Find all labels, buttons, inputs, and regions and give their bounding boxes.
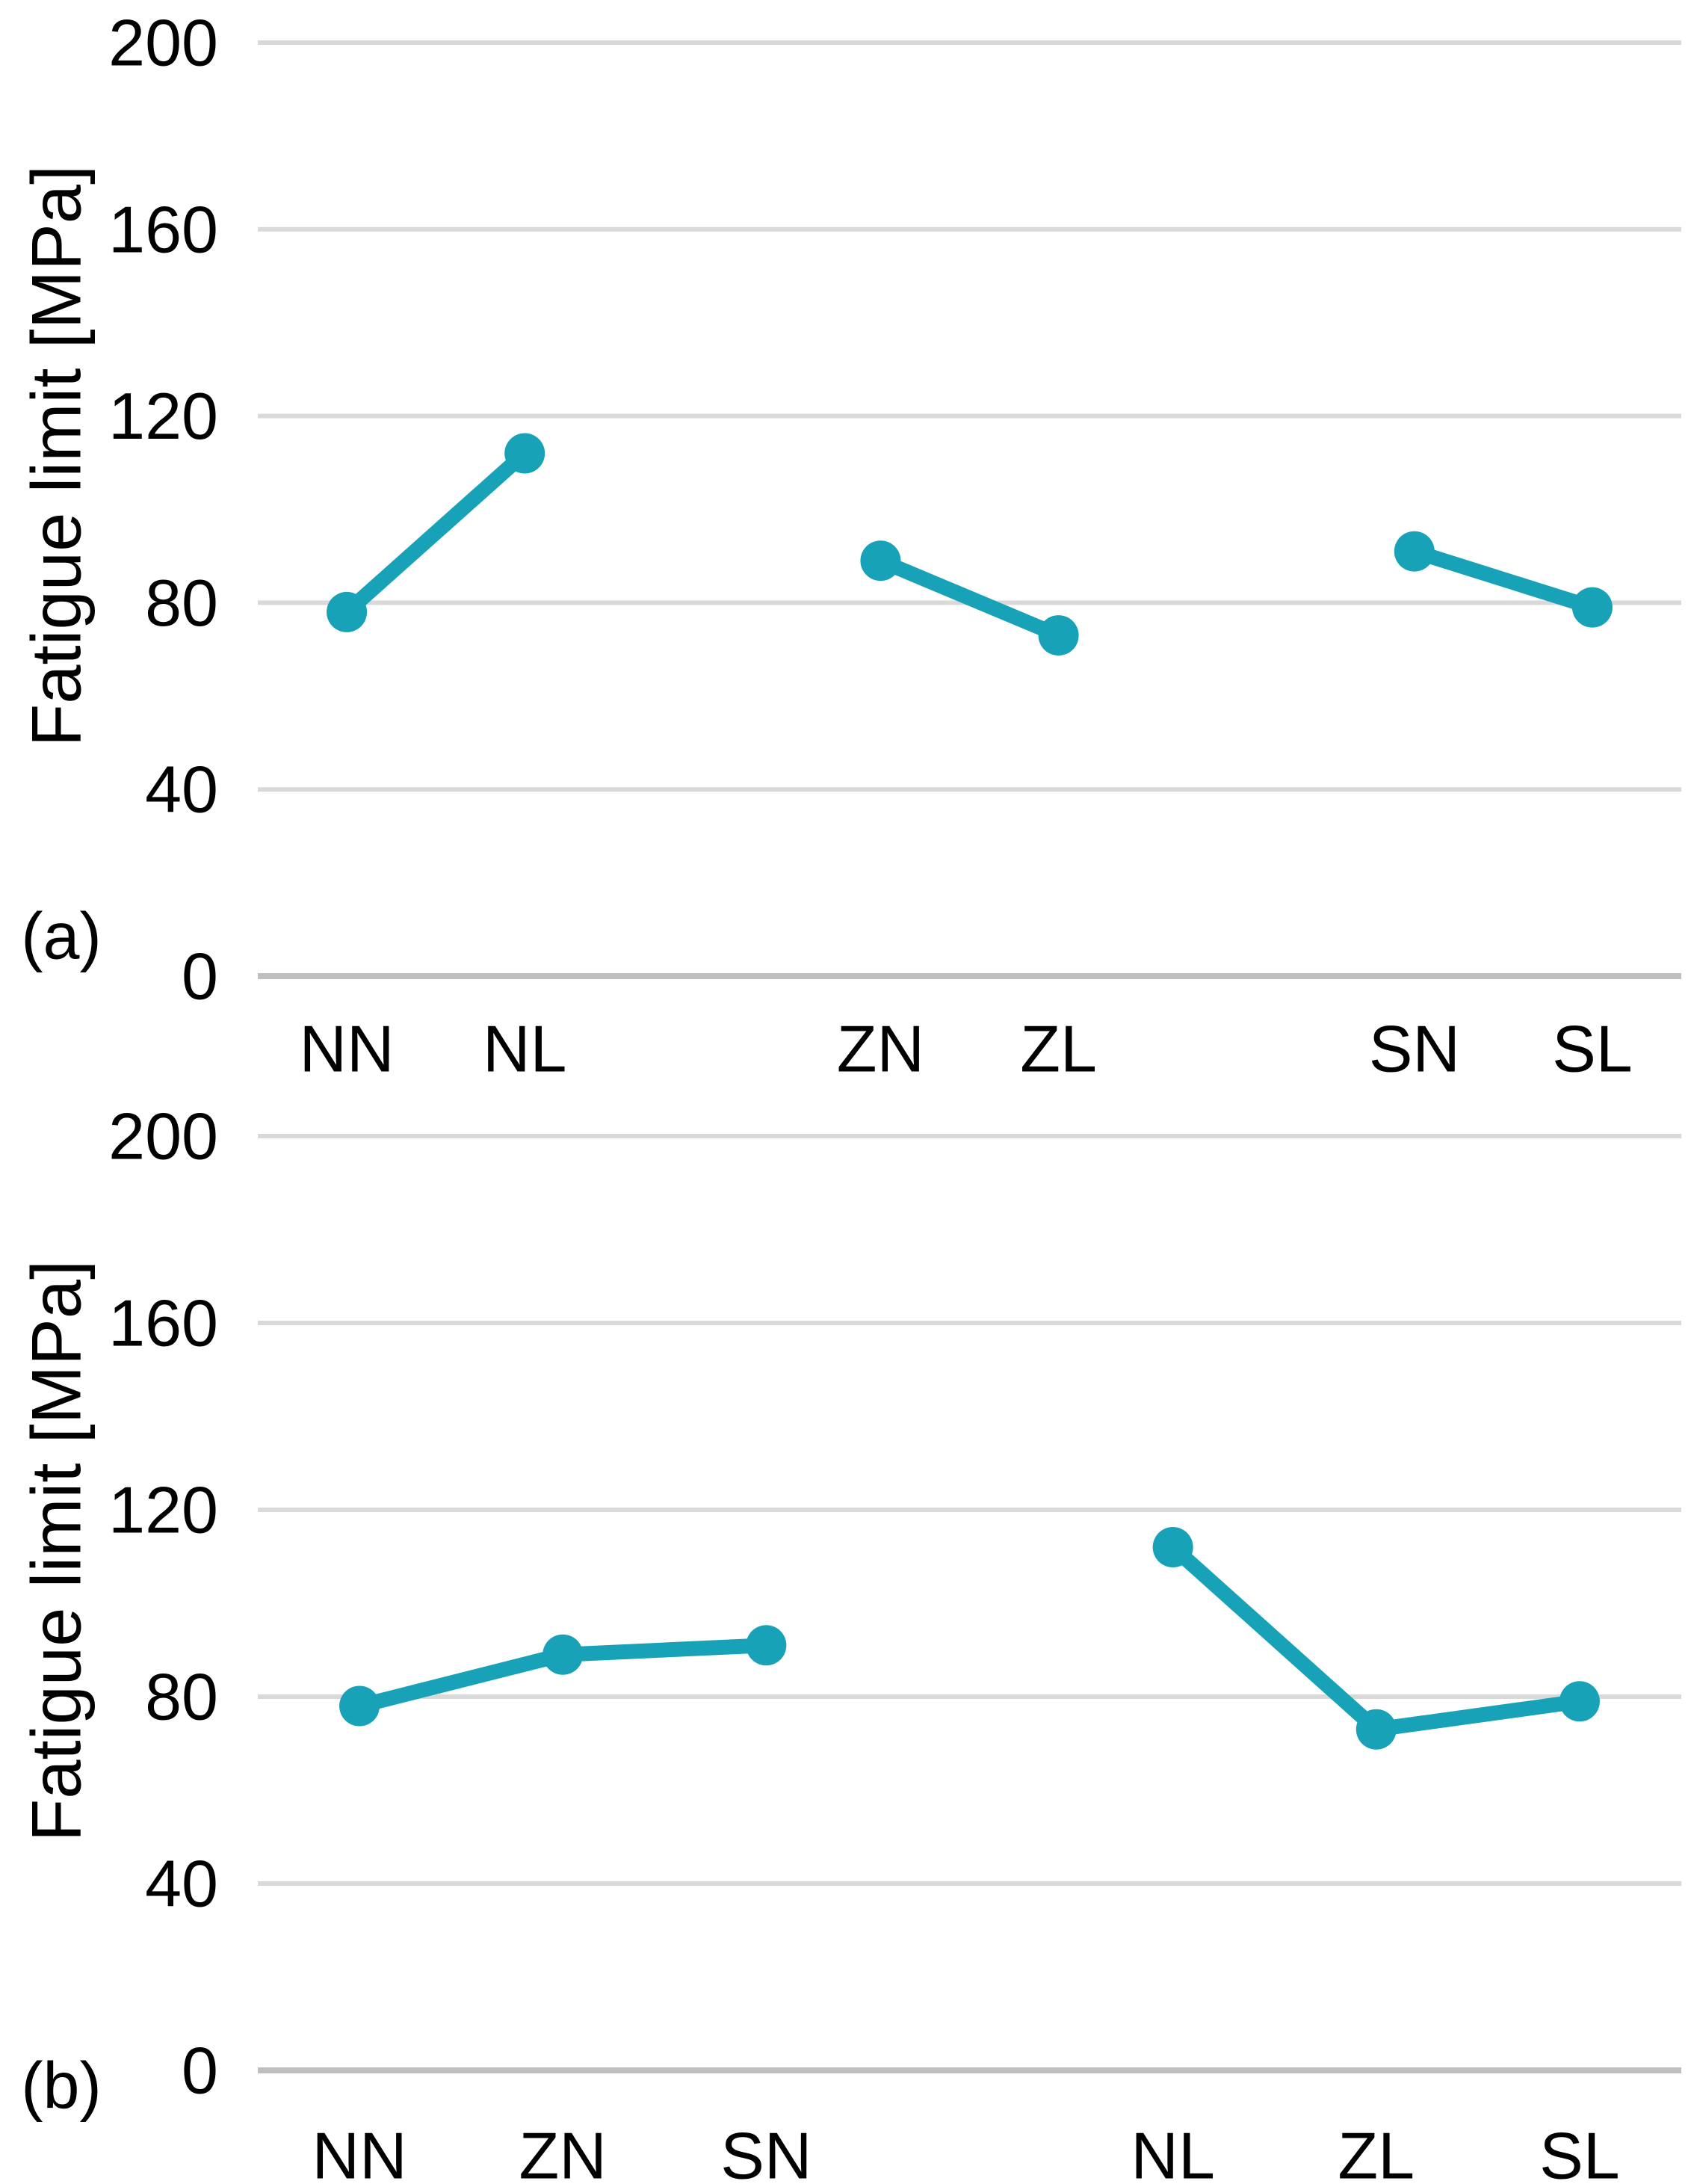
y-tick-label-0: 0 (182, 940, 218, 1014)
x-tick-label-ZL: ZL (1020, 1012, 1097, 1086)
panel-label-b: (b) (21, 2049, 102, 2123)
data-point-ZN (860, 540, 901, 582)
x-tick-label-NL: NL (483, 1012, 567, 1086)
series-line-0 (341, 448, 530, 618)
chart-panel-a: 0 40 80 120 160 200 NN NL ZN ZL SN SL Fatigue limi… (17, 6, 1681, 1086)
y-tick-label-80: 80 (145, 1660, 218, 1734)
x-tick-label-SN: SN (1369, 1012, 1460, 1086)
y-tick-label-160: 160 (108, 192, 218, 266)
y-tick-label-160: 160 (108, 1286, 218, 1360)
x-tick-label-NN: NN (300, 1012, 395, 1086)
y-tick-label-200: 200 (108, 6, 218, 80)
gridlines-b (258, 1134, 1681, 2073)
y-tick-label-120: 120 (108, 1473, 218, 1547)
y-tick-labels-a: 0 40 80 120 160 200 (108, 6, 218, 1014)
y-tick-labels-b: 0 40 80 120 160 200 (108, 1099, 218, 2108)
y-tick-label-120: 120 (108, 379, 218, 453)
data-series-a (327, 433, 1613, 656)
series-line-1 (877, 553, 1062, 643)
x-tick-label-SL: SL (1539, 2119, 1620, 2184)
x-tick-label-ZN: ZN (837, 1012, 924, 1086)
y-tick-label-40: 40 (145, 1847, 218, 1921)
data-point-ZL (1038, 615, 1079, 656)
data-point-ZL (1355, 1709, 1397, 1750)
data-point-NL (1152, 1527, 1193, 1567)
data-point-SN (1394, 531, 1435, 572)
data-point-SN (746, 1625, 787, 1666)
x-tick-label-NN: NN (312, 2119, 407, 2184)
series-line-2 (1412, 544, 1595, 615)
y-tick-label-80: 80 (145, 566, 218, 640)
data-point-SL (1559, 1681, 1600, 1722)
x-tick-labels-a: NN NL ZN ZL SN SL (300, 1012, 1633, 1086)
x-tick-label-SN: SN (720, 2119, 812, 2184)
y-tick-label-0: 0 (182, 2034, 218, 2108)
y-tick-label-40: 40 (145, 753, 218, 827)
data-point-NN (339, 1685, 380, 1727)
y-axis-title-b: Fatigue limit [MPa] (17, 1260, 96, 1842)
data-point-NL (504, 433, 545, 474)
chart-panel-b: 0 40 80 120 160 200 NN ZN SN NL ZL SL Fatigue limi… (17, 1099, 1681, 2184)
x-tick-label-ZL: ZL (1338, 2119, 1415, 2184)
x-tick-labels-b: NN ZN SN NL ZL SL (312, 2119, 1620, 2184)
panel-label-a: (a) (21, 899, 102, 973)
x-tick-label-NL: NL (1131, 2119, 1215, 2184)
x-tick-label-SL: SL (1552, 1012, 1633, 1086)
data-point-NN (327, 591, 368, 632)
data-point-ZN (542, 1634, 584, 1675)
data-point-SL (1571, 587, 1613, 628)
x-tick-label-ZN: ZN (519, 2119, 607, 2184)
y-axis-title-a: Fatigue limit [MPa] (17, 165, 96, 747)
y-tick-label-200: 200 (108, 1099, 218, 1173)
series-line-1 (1167, 1541, 1581, 1738)
data-series-b (339, 1527, 1600, 1750)
